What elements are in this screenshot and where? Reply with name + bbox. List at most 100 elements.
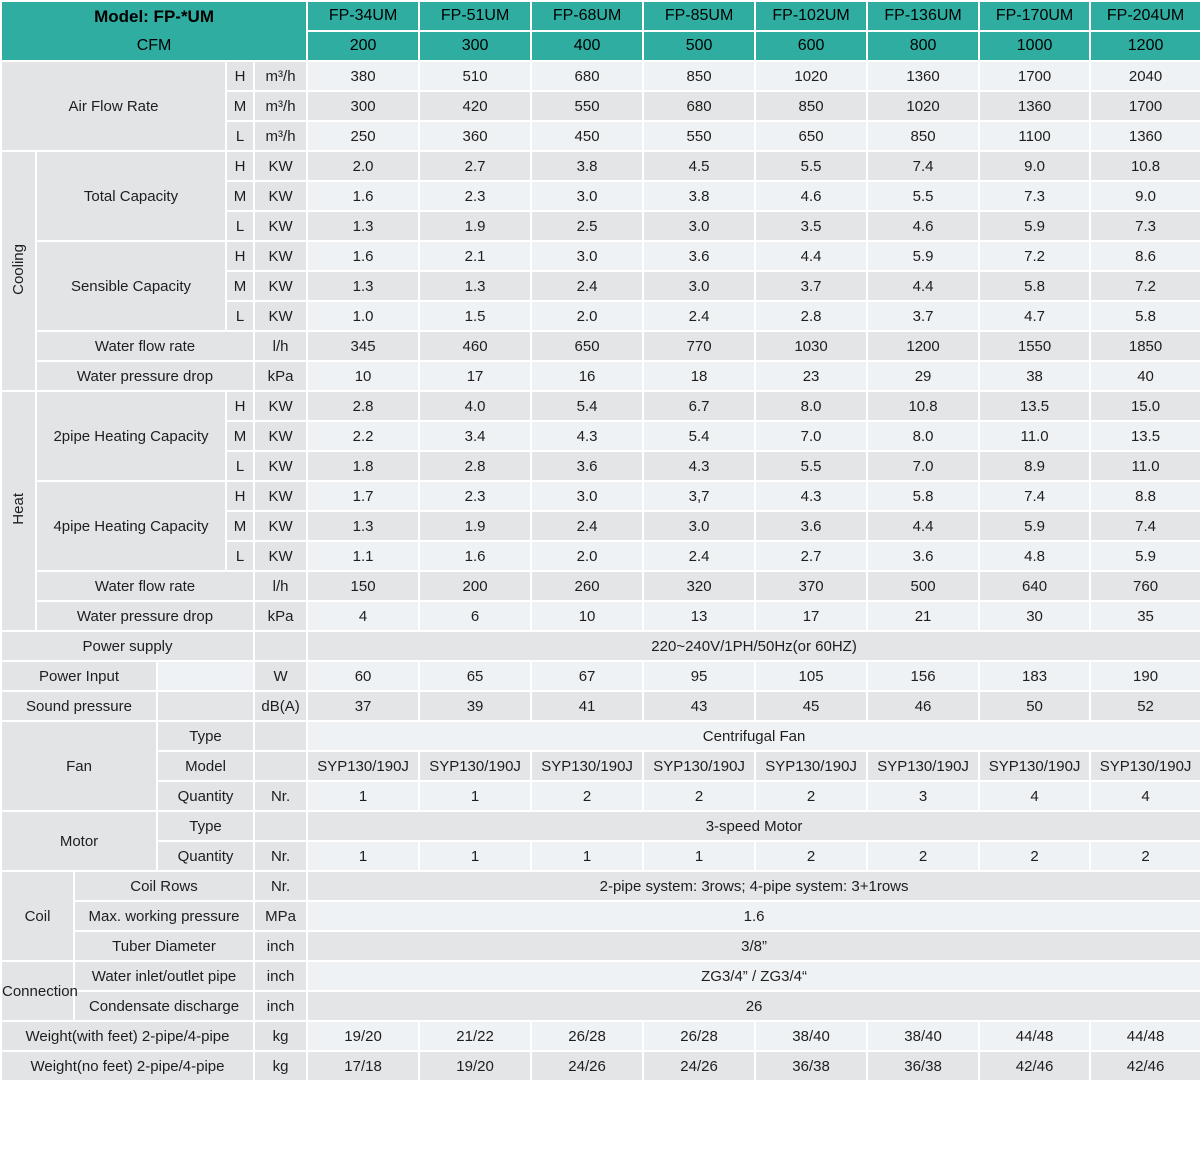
value-cell-span: 220~240V/1PH/50Hz(or 60HZ): [306, 630, 1200, 662]
table-row: Weight(with feet) 2-pipe/4-pipe kg 19/20 21…: [0, 1020, 1200, 1052]
value-cell: 18: [642, 360, 757, 392]
value-cell: 1.3: [418, 270, 533, 302]
value-cell: 35: [1089, 600, 1200, 632]
value-cell: 1.6: [306, 180, 421, 212]
unit-label: m³/h: [252, 90, 309, 122]
value-cell: 2: [754, 780, 869, 812]
value-cell: 4.6: [754, 180, 869, 212]
table-row: Max. working pressure MPa 1.6: [1, 900, 1200, 932]
value-cell: 1360: [978, 90, 1092, 122]
value-cell: 52: [1089, 690, 1200, 722]
table-row: M KW 1.6 2.3 3.0 3.8 4.6 5.5 7.3 9.0: [1, 180, 1200, 212]
unit-label: kg: [252, 1020, 309, 1052]
value-cell: 5.9: [978, 510, 1092, 542]
value-cell: 5.5: [754, 150, 869, 182]
value-cell: 760: [1089, 570, 1200, 602]
value-cell: 46: [866, 690, 981, 722]
value-cell: 19/20: [306, 1020, 421, 1052]
value-cell: 460: [418, 330, 533, 362]
row-label: Water inlet/outlet pipe: [73, 960, 255, 992]
value-cell-span: 3-speed Motor: [306, 810, 1200, 842]
table-row: Weight(no feet) 2-pipe/4-pipe kg 17/18 19/2…: [0, 1050, 1200, 1082]
speed-level: H: [225, 60, 255, 92]
table-row: M KW 1.3 1.9 2.4 3.0 3.6 4.4 5.9 7.4: [1, 510, 1200, 542]
value-cell: 250: [306, 120, 421, 152]
value-cell: 45: [754, 690, 869, 722]
value-cell: 2.7: [418, 150, 533, 182]
value-cell: 23: [754, 360, 869, 392]
value-cell: 2.8: [418, 450, 533, 482]
value-cell: 50: [978, 690, 1092, 722]
value-cell: 2: [754, 840, 869, 872]
value-cell: 9.0: [978, 150, 1092, 182]
header-left-block: Model: FP-*UM CFM: [0, 0, 309, 62]
table-row: Model SYP130/190J SYP130/190J SYP130/190J SY…: [1, 750, 1200, 782]
value-cell: 4.0: [418, 390, 533, 422]
table-header: Model: FP-*UM CFM FP-34UM FP-51UM FP-68UM F…: [0, 0, 1200, 62]
value-cell: 3.0: [530, 240, 645, 272]
value-cell: 43: [642, 690, 757, 722]
row-label: Type: [156, 810, 255, 842]
table-row: L KW 1.1 1.6 2.0 2.4 2.7 3.6 4.8 5.9: [1, 540, 1200, 572]
group-label: Fan: [0, 720, 158, 812]
value-cell: 19/20: [418, 1050, 533, 1082]
value-cell: 38/40: [866, 1020, 981, 1052]
table-row: L KW 1.8 2.8 3.6 4.3 5.5 7.0 8.9 11.0: [1, 450, 1200, 482]
row-label: Sound pressure: [0, 690, 158, 722]
value-cell: SYP130/190J: [642, 750, 757, 782]
group-label: Connection: [0, 960, 78, 1022]
value-cell: 3.6: [642, 240, 757, 272]
value-cell: 1.6: [418, 540, 533, 572]
row-label: Power supply: [0, 630, 255, 662]
value-cell: 300: [306, 90, 421, 122]
value-cell: 10.8: [1089, 150, 1200, 182]
value-cell: 10: [530, 600, 645, 632]
value-cell: 1030: [754, 330, 869, 362]
unit-label: Nr.: [252, 840, 309, 872]
value-cell: 7.2: [978, 240, 1092, 272]
table-row: Water flow rate l/h 150 200 260 320 370 500 640 7…: [1, 570, 1200, 602]
value-cell: 4.5: [642, 150, 757, 182]
value-cell: 4: [1089, 780, 1200, 812]
value-cell: 2.7: [754, 540, 869, 572]
value-cell-span: ZG3/4” / ZG3/4“: [306, 960, 1200, 992]
group-label-text: Heat: [10, 493, 27, 525]
row-label: Sensible Capacity: [35, 240, 227, 332]
value-cell: 1.3: [306, 210, 421, 242]
value-cell: 420: [418, 90, 533, 122]
value-cell: 17: [754, 600, 869, 632]
row-label: Water pressure drop: [35, 360, 255, 392]
value-cell: 21/22: [418, 1020, 533, 1052]
spec-table: Model: FP-*UM CFM FP-34UM FP-51UM FP-68UM F…: [0, 0, 1200, 1082]
unit-label: KW: [252, 150, 309, 182]
value-cell: 1: [642, 840, 757, 872]
table-row: Water pressure drop kPa 10 17 16 18 23 29 38 40: [1, 360, 1200, 392]
unit-label: kPa: [252, 360, 309, 392]
value-cell: 30: [978, 600, 1092, 632]
value-cell: 2.0: [530, 300, 645, 332]
value-cell: 38/40: [754, 1020, 869, 1052]
value-cell: 550: [530, 90, 645, 122]
value-cell: SYP130/190J: [530, 750, 645, 782]
value-cell: 1: [306, 780, 421, 812]
value-cell: 1: [530, 840, 645, 872]
table-row: Tuber Diameter inch 3/8”: [1, 930, 1200, 962]
unit-label: KW: [252, 300, 309, 332]
value-cell: 13.5: [978, 390, 1092, 422]
value-cell: 1200: [866, 330, 981, 362]
value-cell: 26/28: [530, 1020, 645, 1052]
value-cell: 3.0: [530, 180, 645, 212]
group-label: Motor: [0, 810, 158, 872]
empty-cell: [156, 690, 255, 722]
cfm-header-cell: 400: [530, 30, 645, 62]
row-label: Coil Rows: [73, 870, 255, 902]
group-label-text: Cooling: [10, 243, 27, 295]
value-cell: 40: [1089, 360, 1200, 392]
unit-label: W: [252, 660, 309, 692]
value-cell: 2.0: [306, 150, 421, 182]
table-row: Water pressure drop kPa 4 6 10 13 17 21 30 35: [1, 600, 1200, 632]
table-row: Quantity Nr. 1 1 2 2 2 3 4 4: [1, 780, 1200, 812]
value-cell: SYP130/190J: [978, 750, 1092, 782]
